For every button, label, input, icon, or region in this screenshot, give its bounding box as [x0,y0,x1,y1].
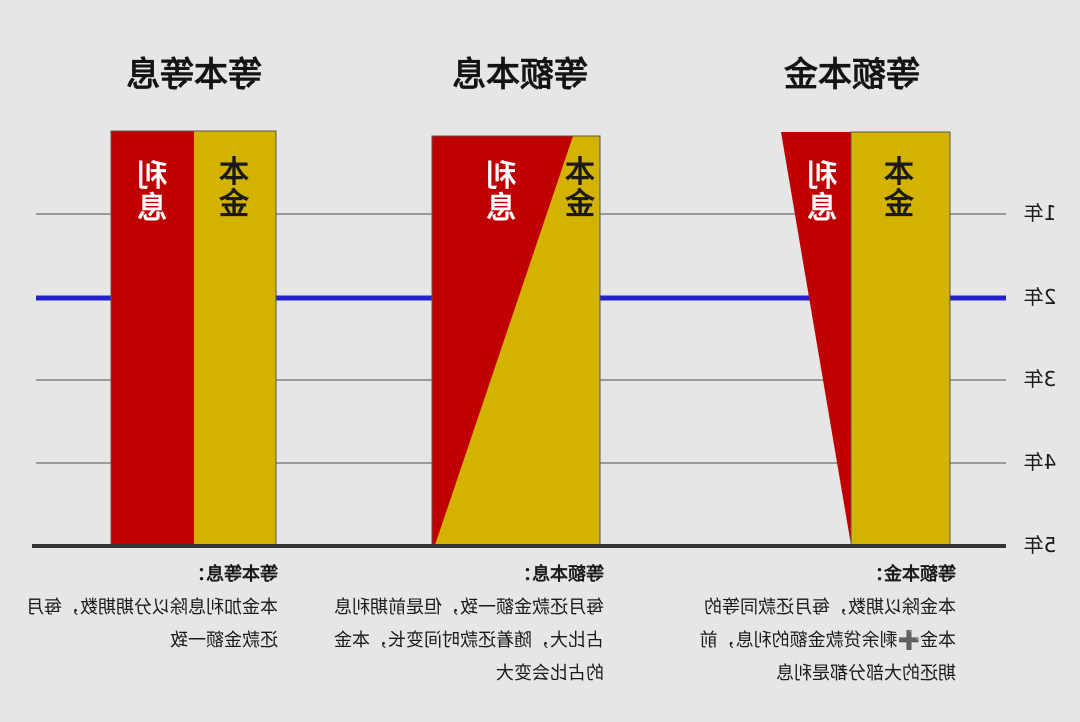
year-label: 1年 [1023,201,1057,225]
principal-label: 金 [564,187,596,222]
principal-label: 本 [565,155,595,190]
panel-description: 等本等息： 本金加利息除以分期期数，每月还款金额一致 [12,558,278,657]
panel-title: 等本等息 [126,55,262,95]
interest-label: 利 [807,159,837,194]
description-body: 本金加利息除以分期期数，每月还款金额一致 [26,597,278,651]
description-title: 等额本金： [866,564,956,585]
panel-description: 等额本金： 本金除以期数，每月还款同等的本金➕剩余贷款金额的利息，前期还的大部分… [688,558,956,690]
interest-triangle [781,132,851,545]
principal-block [851,132,950,545]
principal-label: 金 [218,187,250,222]
panel-title: 等额本金 [784,55,920,95]
principal-label: 金 [883,187,915,222]
principal-block [194,131,276,545]
principal-label: 本 [219,155,249,190]
panel-equal-principal-bar [781,131,951,546]
interest-label: 利 [137,159,167,194]
year-label: 4年 [1023,450,1057,474]
panel-equal-principal-equal-interest-bar [110,130,277,546]
interest-label: 利 [486,159,516,194]
description-body: 本金除以期数，每月还款同等的本金➕剩余贷款金额的利息，前期还的大部分都是利息 [699,597,956,684]
interest-label: 息 [807,191,837,226]
year-label: 5年 [1023,533,1057,557]
principal-label: 本 [884,155,914,190]
description-title: 等本等息： [188,564,278,585]
description-body: 每月还款金额一致，但是前期利息占比大，随着还款时间变长，本金的占比会变大 [334,597,604,684]
interest-block [111,131,194,545]
panel-equal-installment-bar [431,135,601,546]
panel-title: 等额本息 [452,55,588,95]
year-label: 3年 [1023,367,1057,391]
interest-wedge [432,136,573,545]
year-label: 2年 [1023,285,1057,309]
description-title: 等额本息： [514,564,604,585]
panel-description: 等额本息： 每月还款金额一致，但是前期利息占比大，随着还款时间变长，本金的占比会… [322,558,604,690]
interest-label: 息 [137,191,167,226]
interest-label: 息 [486,191,516,226]
